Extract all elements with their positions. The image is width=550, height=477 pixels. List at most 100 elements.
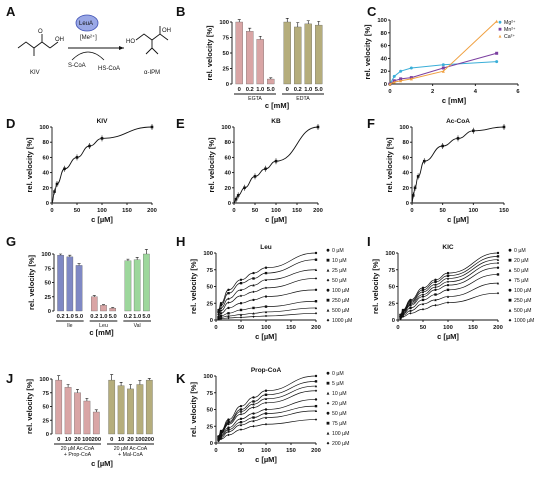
panel-g-y-tick-label: 50 [45, 281, 51, 287]
panel-h-data-point [227, 306, 230, 310]
panel-b-y-axis-label: rel. velocity [%] [205, 25, 214, 81]
panel-h-chart: 0 25 50 75 100 0 50 100 150 200 rel. velocity [%] c… [176, 234, 352, 341]
panel-g-bar [90, 296, 98, 312]
panel-f-y-tick-label: 100 [399, 125, 409, 131]
panel-h-data-point [264, 305, 268, 308]
product-ho-label: HO [126, 39, 135, 45]
panel-h-data-point [314, 277, 318, 280]
panel-b-x-axis-label: c [mM] [265, 101, 290, 110]
substrate-label: KIV [30, 70, 40, 76]
panel-i-legend-label: 50 µM [514, 268, 529, 274]
panel-h-legend-label: 1000 µM [332, 318, 352, 324]
panel-i-data-point [409, 312, 412, 315]
panel-h-data-point [314, 288, 318, 292]
panel-d-x-tick-label: 50 [74, 208, 80, 214]
panel-i-title: KIC [442, 244, 454, 251]
panel-h-x-tick-label: 50 [238, 325, 244, 331]
panel-c-y-axis-label: rel. velocity [%] [363, 24, 372, 80]
panel-b-y-tick-label: 0 [226, 82, 229, 88]
panel-i-data-point [421, 302, 425, 306]
panel-d-y-tick-label: 20 [43, 186, 49, 192]
panel-g-category-label: 5.0 [75, 314, 83, 320]
panel-d-data-point [100, 137, 104, 140]
panel-k-data-point [264, 401, 268, 404]
panel-h-data-point [239, 302, 243, 305]
panel-j-category-label: 10 [118, 437, 124, 443]
panel-i-data-point [409, 304, 412, 307]
panel-k-y-tick-label: 75 [207, 391, 214, 397]
panel-h-data-point [264, 286, 268, 290]
panel-h-data-point [314, 306, 318, 310]
panel-i-x-tick-label: 50 [420, 325, 426, 331]
panel-j-error-bar [129, 384, 132, 389]
panel-h-legend-marker [326, 308, 330, 312]
panel-b-error-bar [258, 35, 262, 40]
panel-h-data-point [239, 281, 243, 285]
panel-b-error-bar [248, 27, 252, 32]
panel-b-y-tick-label: 50 [223, 51, 229, 57]
panel-i-y-tick-label: 0 [392, 318, 395, 324]
panel-c-data-point [392, 74, 396, 78]
panel-d-x-tick-label: 100 [97, 208, 107, 214]
panel-k-data-point [227, 423, 230, 426]
panel-h-data-point [219, 316, 223, 319]
panel-g-error-bar [126, 258, 130, 261]
panel-k-legend-marker [326, 391, 330, 395]
cofactor-label: [Me²⁺] [80, 34, 97, 41]
panel-j-group-label: 20 µM Ac-CoA [114, 446, 148, 452]
panel-k-data-point [252, 416, 255, 419]
panel-h-data-point [219, 317, 223, 320]
panel-f-y-tick-label: 60 [403, 155, 409, 161]
panel-h-legend-marker [326, 268, 330, 272]
panel-g-error-bar [92, 295, 96, 297]
panel-i-data-point [409, 301, 412, 304]
panel-h-series-line [218, 312, 317, 320]
panel-k-legend-label: 200 µM [332, 441, 349, 447]
panel-h-data-point [219, 306, 223, 310]
panel-g-category-label: 1.0 [66, 314, 74, 320]
panel-c-y-tick-label: 80 [381, 31, 387, 37]
panel-f-data-point [441, 144, 444, 148]
panel-k-legend-label: 75 µM [332, 421, 347, 427]
panel-b-category-label: 0 [238, 87, 241, 93]
panel-h-data-point [217, 310, 220, 314]
panel-f-data-point [456, 137, 460, 140]
panel-i-series-line [400, 256, 499, 316]
panel-c-data-point [409, 66, 413, 70]
panel-c-y-tick-label: 40 [381, 56, 387, 62]
panel-k-data-point [252, 400, 255, 403]
coproduct-label: HS-CoA [98, 66, 120, 72]
panel-h-data-point [227, 312, 230, 315]
panel-j-bar [55, 379, 63, 435]
panel-g-error-bar [68, 254, 72, 257]
panel-c-data-point [495, 60, 499, 64]
panel-b-error-bar [296, 22, 300, 27]
panel-k-data-point [264, 416, 268, 419]
panel-h-data-point [227, 314, 230, 318]
panel-h-x-tick-label: 150 [286, 325, 296, 331]
panel-k-data-point [239, 423, 243, 427]
panel-b-bar [283, 21, 291, 85]
panel-j-group-label: 20 µM Ac-CoA [61, 446, 95, 452]
panel-h-data-point [314, 268, 318, 271]
panel-d-y-tick-label: 0 [46, 201, 49, 207]
panel-f-x-tick-label: 100 [468, 208, 478, 214]
panel-k-legend-marker [326, 371, 330, 375]
panel-j-category-label: 200 [91, 437, 101, 443]
panel-g-category-label: 1.0 [133, 314, 141, 320]
panel-i-legend-marker [508, 308, 512, 312]
panel-i-data-point [496, 251, 500, 255]
panel-i-data-point [434, 283, 437, 286]
panel-e-data-point [316, 125, 320, 129]
panel-j-category-label: 20 [127, 437, 133, 443]
product-label: α-IPM [144, 70, 160, 76]
panel-c-series-line [389, 20, 498, 85]
panel-b-bar [315, 24, 323, 85]
panel-i-data-point [496, 273, 500, 276]
panel-i-data-point [401, 314, 405, 317]
panel-i-data-point [496, 281, 500, 285]
panel-k-x-tick-label: 0 [214, 448, 217, 454]
panel-k-data-point [264, 393, 268, 396]
